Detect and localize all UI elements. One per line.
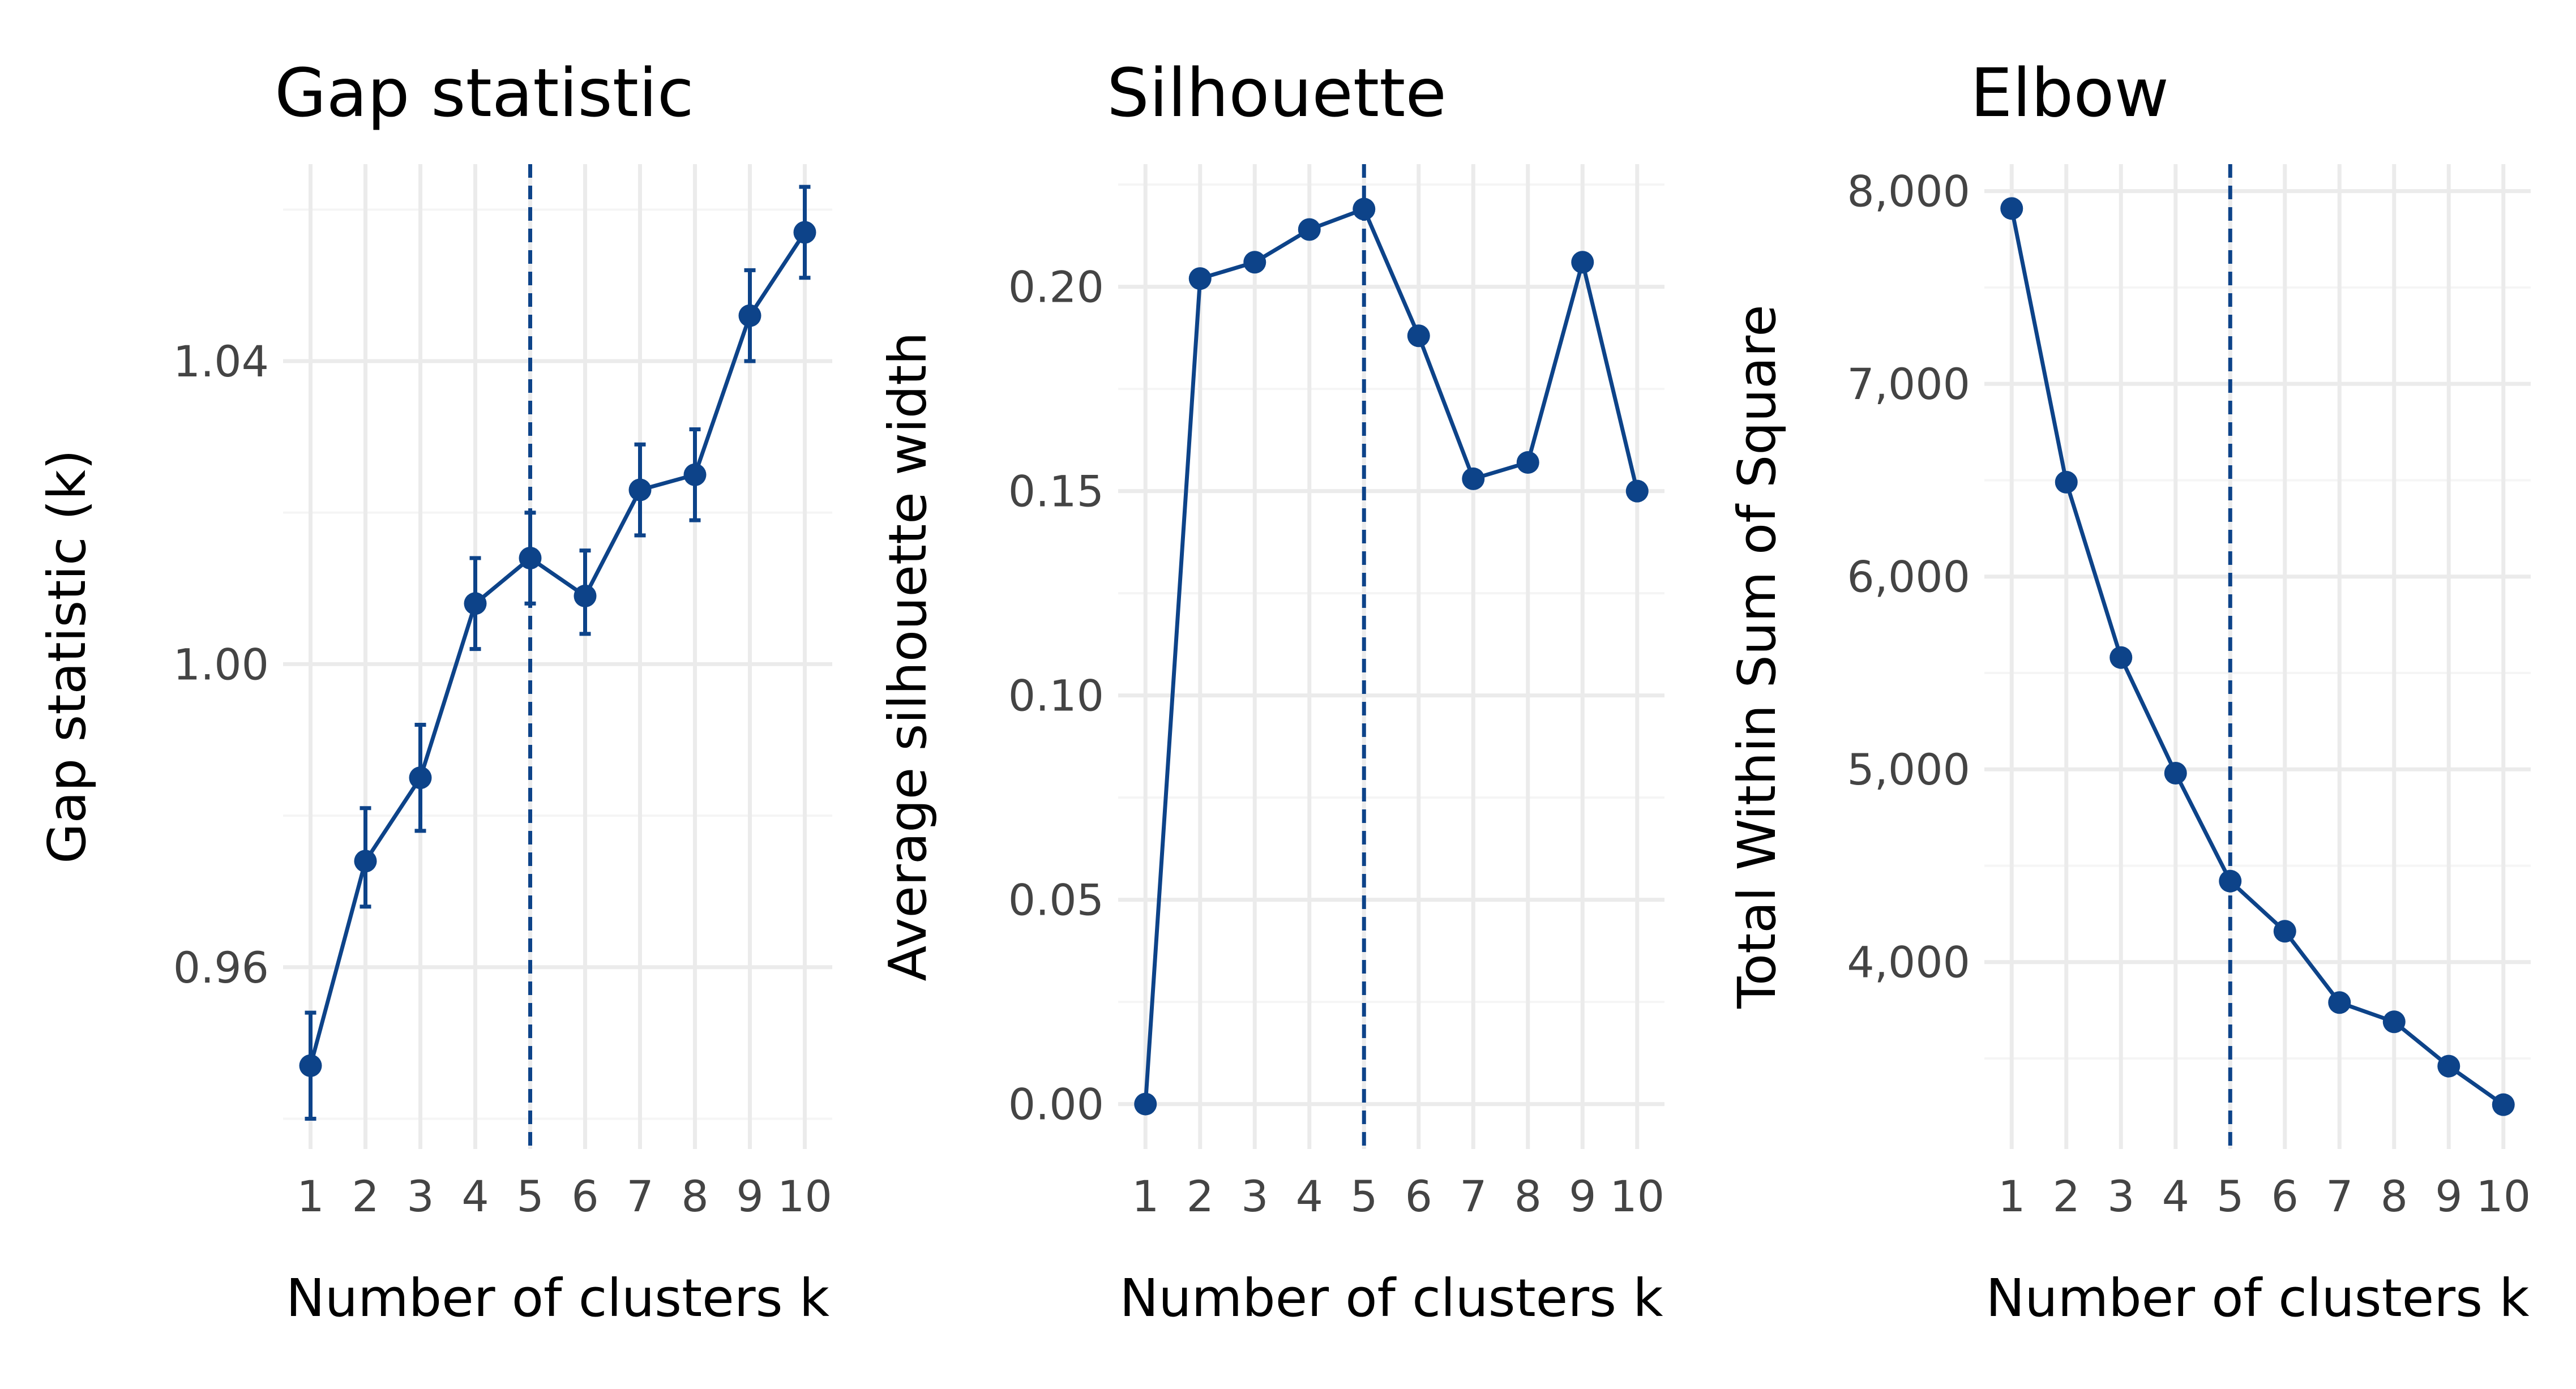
x-tick-label: 5 — [1350, 1171, 1377, 1221]
x-tick-label: 2 — [2053, 1171, 2080, 1221]
grid — [1118, 164, 1664, 1149]
x-tick-label: 1 — [1998, 1171, 2025, 1221]
series-line — [1143, 207, 1640, 1104]
data-point — [2273, 920, 2296, 943]
y-tick-label: 6,000 — [1847, 552, 1970, 602]
x-tick-label: 10 — [777, 1171, 832, 1221]
gap-statistic-panel: Gap statistic Number of clusters k Gap s… — [37, 54, 832, 1328]
data-point — [2382, 1010, 2406, 1034]
data-point — [409, 766, 432, 790]
x-tick-label: 5 — [516, 1171, 544, 1221]
data-point — [2000, 197, 2023, 220]
silhouette-panel: Silhouette Number of clusters k Average … — [878, 54, 1664, 1328]
data-point — [1462, 467, 1485, 490]
y-tick-label: 0.15 — [1008, 466, 1104, 517]
data-point — [299, 1054, 322, 1077]
x-tick-label: 2 — [352, 1171, 379, 1221]
data-point — [2109, 646, 2133, 669]
x-tick-label: 8 — [681, 1171, 708, 1221]
data-point — [1353, 198, 1376, 221]
data-point — [574, 584, 597, 607]
data-point — [793, 221, 816, 244]
y-tick-label: 1.04 — [173, 336, 269, 387]
data-point — [1298, 218, 1321, 241]
x-tick-label: 4 — [1296, 1171, 1323, 1221]
y-tick-label: 0.05 — [1008, 875, 1104, 925]
data-point — [1188, 267, 1212, 290]
data-point — [2164, 762, 2187, 785]
x-tick-label: 6 — [2271, 1171, 2299, 1221]
x-axis-label: Number of clusters k — [1119, 1268, 1663, 1328]
data-point — [1571, 251, 1594, 274]
y-tick-label: 8,000 — [1847, 166, 1970, 217]
series-line — [309, 231, 807, 1066]
y-axis-label: Gap statistic (k) — [37, 449, 97, 864]
y-tick-label: 0.10 — [1008, 671, 1104, 721]
x-tick-label: 10 — [1610, 1171, 1664, 1221]
y-tick-label: 0.20 — [1008, 262, 1104, 312]
x-axis-label: Number of clusters k — [286, 1268, 830, 1328]
y-tick-label: 0.96 — [173, 942, 269, 993]
data-point — [2055, 470, 2078, 494]
x-tick-label: 6 — [1405, 1171, 1432, 1221]
x-tick-label: 9 — [2435, 1171, 2462, 1221]
y-axis-label: Total Within Sum of Square — [1727, 305, 1787, 1009]
data-point — [683, 463, 707, 486]
y-tick-label: 1.00 — [173, 639, 269, 689]
data-point — [464, 592, 487, 615]
elbow-panel: Elbow Number of clusters k Total Within … — [1727, 54, 2531, 1328]
data-point — [1407, 324, 1430, 348]
x-tick-label: 6 — [571, 1171, 598, 1221]
y-axis-label: Average silhouette width — [878, 332, 938, 981]
data-point — [1243, 251, 1266, 274]
x-tick-label: 1 — [297, 1171, 324, 1221]
panel-title: Silhouette — [1107, 54, 1447, 132]
x-tick-label: 9 — [736, 1171, 763, 1221]
x-tick-label: 4 — [2162, 1171, 2189, 1221]
data-point — [628, 478, 652, 501]
data-point — [2492, 1093, 2515, 1116]
data-point — [2219, 869, 2242, 893]
x-tick-label: 9 — [1569, 1171, 1596, 1221]
data-point — [1516, 451, 1539, 474]
x-tick-label: 7 — [2326, 1171, 2353, 1221]
x-tick-label: 3 — [406, 1171, 434, 1221]
panel-title: Gap statistic — [275, 54, 694, 132]
x-tick-label: 7 — [1460, 1171, 1487, 1221]
x-tick-label: 3 — [1241, 1171, 1268, 1221]
x-tick-label: 4 — [461, 1171, 489, 1221]
y-tick-label: 0.00 — [1008, 1079, 1104, 1130]
x-tick-label: 1 — [1132, 1171, 1159, 1221]
y-tick-label: 7,000 — [1847, 359, 1970, 409]
data-point — [2437, 1054, 2461, 1078]
panel-title: Elbow — [1970, 54, 2169, 132]
data-point — [738, 304, 761, 327]
y-tick-label: 4,000 — [1847, 937, 1970, 988]
x-tick-label: 8 — [1514, 1171, 1542, 1221]
x-tick-label: 3 — [2107, 1171, 2134, 1221]
data-point — [354, 850, 377, 873]
data-point — [519, 547, 542, 569]
x-axis-label: Number of clusters k — [1986, 1268, 2530, 1328]
x-tick-label: 7 — [626, 1171, 653, 1221]
x-tick-label: 5 — [2216, 1171, 2244, 1221]
data-point — [1625, 479, 1649, 503]
series-line — [2009, 208, 2505, 1107]
x-tick-label: 2 — [1187, 1171, 1214, 1221]
data-point — [2328, 991, 2351, 1014]
x-tick-label: 10 — [2476, 1171, 2531, 1221]
y-tick-label: 5,000 — [1847, 744, 1970, 795]
x-tick-label: 8 — [2381, 1171, 2408, 1221]
data-point — [1134, 1092, 1157, 1116]
